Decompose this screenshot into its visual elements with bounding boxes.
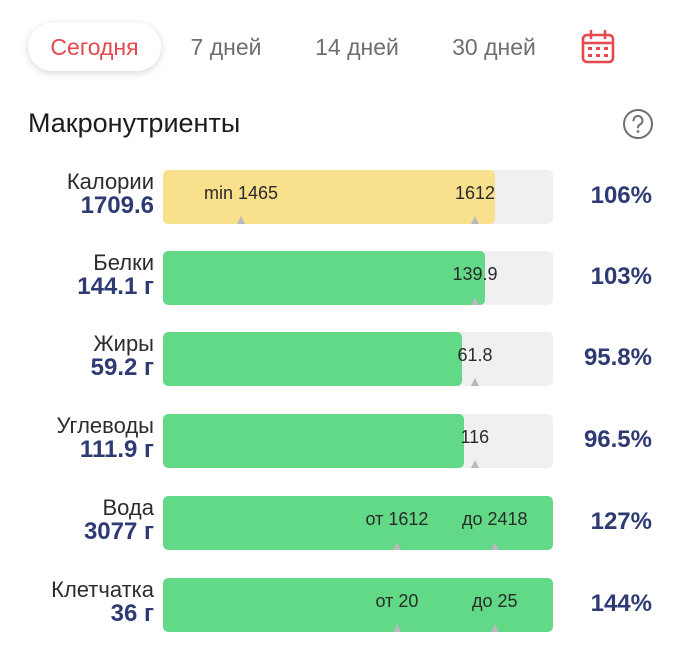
- target-marker-label: от 1612: [365, 509, 429, 529]
- progress-track: min 1465 1612: [163, 170, 553, 224]
- nutrient-name: Жиры: [93, 331, 154, 356]
- nutrient-value: 3077 г: [83, 518, 154, 545]
- section-title: Макронутриенты: [28, 108, 241, 138]
- nutrient-percent: 103%: [590, 263, 652, 290]
- progress-track: 61.8: [163, 332, 553, 386]
- target-marker-label: 61.8: [457, 345, 493, 365]
- target-marker-tick: [491, 624, 499, 632]
- progress-fill: [163, 496, 553, 550]
- progress-track: 139.9: [163, 251, 553, 305]
- target-marker-label: min 1465: [204, 183, 279, 203]
- nutrient-percent: 106%: [590, 182, 652, 209]
- target-marker-tick: [237, 216, 245, 224]
- nutrient-row: Белки 144.1 г 139.9 103%: [0, 250, 680, 311]
- nutrient-name: Калории: [66, 169, 154, 194]
- period-tabs: Сегодня 7 дней 14 дней 30 дней: [0, 0, 680, 95]
- nutrient-percent: 127%: [590, 508, 652, 535]
- tab-7-days[interactable]: 7 дней: [190, 34, 262, 60]
- tab-30-days[interactable]: 30 дней: [452, 34, 536, 60]
- progress-track: от 1612 до 2418: [163, 496, 553, 550]
- progress-track: от 20 до 25: [163, 578, 553, 632]
- calendar-icon[interactable]: [579, 28, 617, 66]
- help-icon[interactable]: [622, 108, 654, 140]
- nutrient-name: Углеводы: [56, 413, 154, 438]
- progress-fill: [163, 170, 495, 224]
- target-marker-tick: [393, 542, 401, 550]
- tab-today[interactable]: Сегодня: [28, 23, 161, 71]
- tab-14-days[interactable]: 14 дней: [315, 34, 399, 60]
- nutrient-row: Калории 1709.6 min 1465 1612 106%: [0, 169, 680, 230]
- target-marker-tick: [471, 216, 479, 224]
- nutrient-value: 144.1 г: [77, 273, 154, 300]
- nutrient-name: Клетчатка: [51, 577, 154, 602]
- target-marker-tick: [393, 624, 401, 632]
- nutrient-name: Вода: [102, 495, 155, 520]
- target-marker-label: 1612: [455, 183, 496, 203]
- progress-fill: [163, 251, 485, 305]
- nutrient-name: Белки: [93, 250, 154, 275]
- target-marker-label: от 20: [375, 591, 419, 611]
- nutrient-row: Вода 3077 г от 1612 до 2418 127%: [0, 495, 680, 556]
- nutrient-value: 111.9 г: [79, 436, 154, 463]
- target-marker-tick: [491, 542, 499, 550]
- nutrient-row: Углеводы 111.9 г 116 96.5%: [0, 413, 680, 474]
- nutrient-percent: 95.8%: [583, 344, 652, 371]
- target-marker-label: 116: [460, 427, 490, 447]
- target-marker-label: до 25: [472, 591, 518, 611]
- nutrient-value: 36 г: [110, 600, 154, 627]
- progress-track: 116: [163, 414, 553, 468]
- target-marker-tick: [471, 378, 479, 386]
- target-marker-tick: [471, 297, 479, 305]
- target-marker-label: 139.9: [452, 264, 498, 284]
- progress-fill: [163, 332, 462, 386]
- target-marker-tick: [471, 460, 479, 468]
- target-marker-label: до 2418: [462, 509, 528, 529]
- nutrient-row: Клетчатка 36 г от 20 до 25 144%: [0, 577, 680, 638]
- nutrient-row: Жиры 59.2 г 61.8 95.8%: [0, 331, 680, 392]
- progress-fill: [163, 578, 553, 632]
- progress-fill: [163, 414, 464, 468]
- nutrient-percent: 144%: [590, 590, 652, 617]
- nutrient-value: 59.2 г: [90, 354, 154, 381]
- nutrient-value: 1709.6: [80, 192, 154, 219]
- nutrient-percent: 96.5%: [583, 426, 652, 453]
